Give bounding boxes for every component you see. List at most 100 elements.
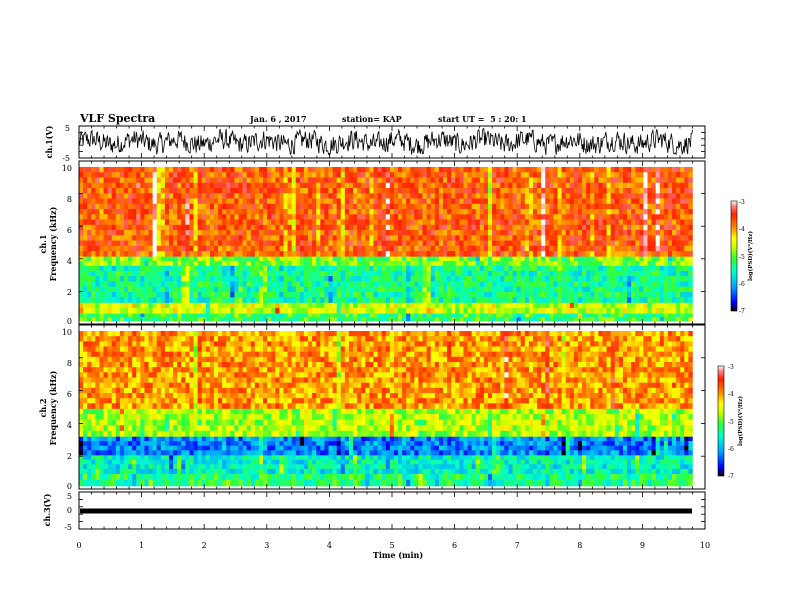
spectrogram-cell [455, 251, 460, 257]
spectrogram-cell [627, 177, 632, 184]
spectrogram-cell [389, 172, 395, 178]
spectrogram-cell [426, 214, 432, 220]
spectrogram-cell [508, 473, 513, 481]
spectrogram-cell [164, 265, 170, 272]
spectrogram-cell [312, 198, 317, 205]
spectrogram-cell [471, 214, 477, 220]
spectrogram-cell [361, 235, 366, 241]
spectrogram-cell [148, 297, 153, 303]
spectrogram-cell [283, 188, 288, 194]
spectrogram-cell [107, 464, 113, 470]
spectrogram-cell [136, 281, 141, 287]
spectrogram-cell [430, 479, 436, 487]
spectrogram-cell [263, 214, 268, 220]
spectrogram-cell [426, 245, 432, 252]
spectrogram-cell [312, 230, 317, 236]
spectrogram-cell [197, 479, 202, 487]
spectrogram-cell [246, 245, 252, 252]
spectrogram-cell [123, 291, 129, 298]
spectrogram-cell [201, 313, 207, 318]
spectrogram-cell [410, 473, 415, 481]
spectrogram-cell [132, 203, 137, 210]
spectrogram-cell [348, 479, 354, 487]
spectrogram-cell [230, 455, 235, 460]
spectrogram-cell [267, 291, 272, 298]
spectrogram-cell [230, 317, 235, 322]
spectrogram-cell [128, 265, 133, 272]
spectrogram-cell [414, 224, 419, 231]
spectrogram-cell [496, 265, 501, 272]
spectrogram-cell [672, 291, 677, 298]
spectrogram-cell [414, 230, 419, 236]
spectrogram-cell [344, 230, 350, 236]
spectrogram-cell [295, 167, 301, 173]
spectrogram-cell [291, 265, 297, 272]
spectrogram-cell [115, 468, 121, 474]
spectrogram-cell [565, 307, 571, 314]
spectrogram-cell [582, 276, 587, 282]
spectrogram-cell [226, 265, 231, 272]
spectrogram-cell [164, 240, 170, 247]
spectrogram-cell [663, 291, 669, 298]
spectrogram-cell [205, 291, 211, 298]
spectrogram-cell [631, 177, 636, 184]
spectrogram-cell [209, 224, 215, 231]
spectrogram-cell [651, 317, 656, 322]
spectrogram-cell [250, 177, 256, 184]
spectrogram-cell [463, 260, 468, 266]
spectrogram-cell [430, 297, 436, 303]
spectrogram-cell [577, 281, 583, 287]
spectrogram-cell [279, 177, 284, 184]
spectrogram-cell [299, 251, 305, 257]
spectrogram-cell [508, 260, 513, 266]
spectrogram-cell [377, 297, 382, 303]
spectrogram-cell [443, 317, 448, 322]
spectrogram-cell [213, 251, 219, 257]
spectrogram-cell [95, 219, 100, 226]
spectrogram-cell [348, 313, 354, 318]
spectrogram-cell [520, 297, 526, 303]
spectrogram-cell [340, 286, 346, 293]
spectrogram-cell [201, 188, 207, 194]
spectrogram-cell [128, 245, 133, 252]
spectrogram-cell [99, 302, 104, 309]
spectrogram-cell [487, 203, 493, 210]
spectrogram-cell [443, 256, 448, 262]
spectrogram-cell [291, 473, 297, 481]
spectrogram-cell [471, 270, 477, 277]
spectrogram-cell [483, 265, 489, 272]
spectrogram-cell [193, 260, 198, 266]
spectrogram-cell [545, 297, 550, 303]
spectrogram-cell [655, 182, 661, 189]
spectrogram-cell [651, 281, 656, 287]
spectrogram-cell [250, 198, 256, 205]
spectrogram-cell [230, 464, 235, 470]
spectrogram-cell [152, 265, 158, 272]
spectrogram-cell [193, 265, 198, 272]
spectrogram-cell [91, 193, 96, 199]
spectrogram-cell [614, 479, 620, 487]
spectrogram-cell [631, 270, 636, 277]
spectrogram-cell [377, 256, 382, 262]
spectrogram-cell [263, 260, 268, 266]
spectrogram-cell [226, 167, 231, 173]
spectrogram-cell [598, 265, 603, 272]
spectrogram-cell [643, 307, 648, 314]
spectrogram-cell [189, 260, 194, 266]
spectrogram-cell [667, 251, 673, 257]
spectrogram-cell [402, 198, 407, 205]
spectrogram-cell [528, 198, 534, 205]
spectrogram-cell [614, 240, 620, 247]
spectrogram-cell [83, 172, 88, 178]
spectrogram-cell [508, 270, 513, 277]
spectrogram-cell [185, 219, 190, 226]
spectrogram-cell [586, 224, 591, 231]
spectrogram-cell [287, 317, 292, 322]
spectrogram-cell [79, 260, 84, 266]
spectrogram-cell [99, 307, 104, 314]
spectrogram-cell [594, 281, 599, 287]
spectrogram-cell [369, 307, 374, 314]
spectrogram-cell [103, 281, 108, 287]
spectrogram-cell [111, 265, 117, 272]
spectrogram-cell [496, 198, 501, 205]
